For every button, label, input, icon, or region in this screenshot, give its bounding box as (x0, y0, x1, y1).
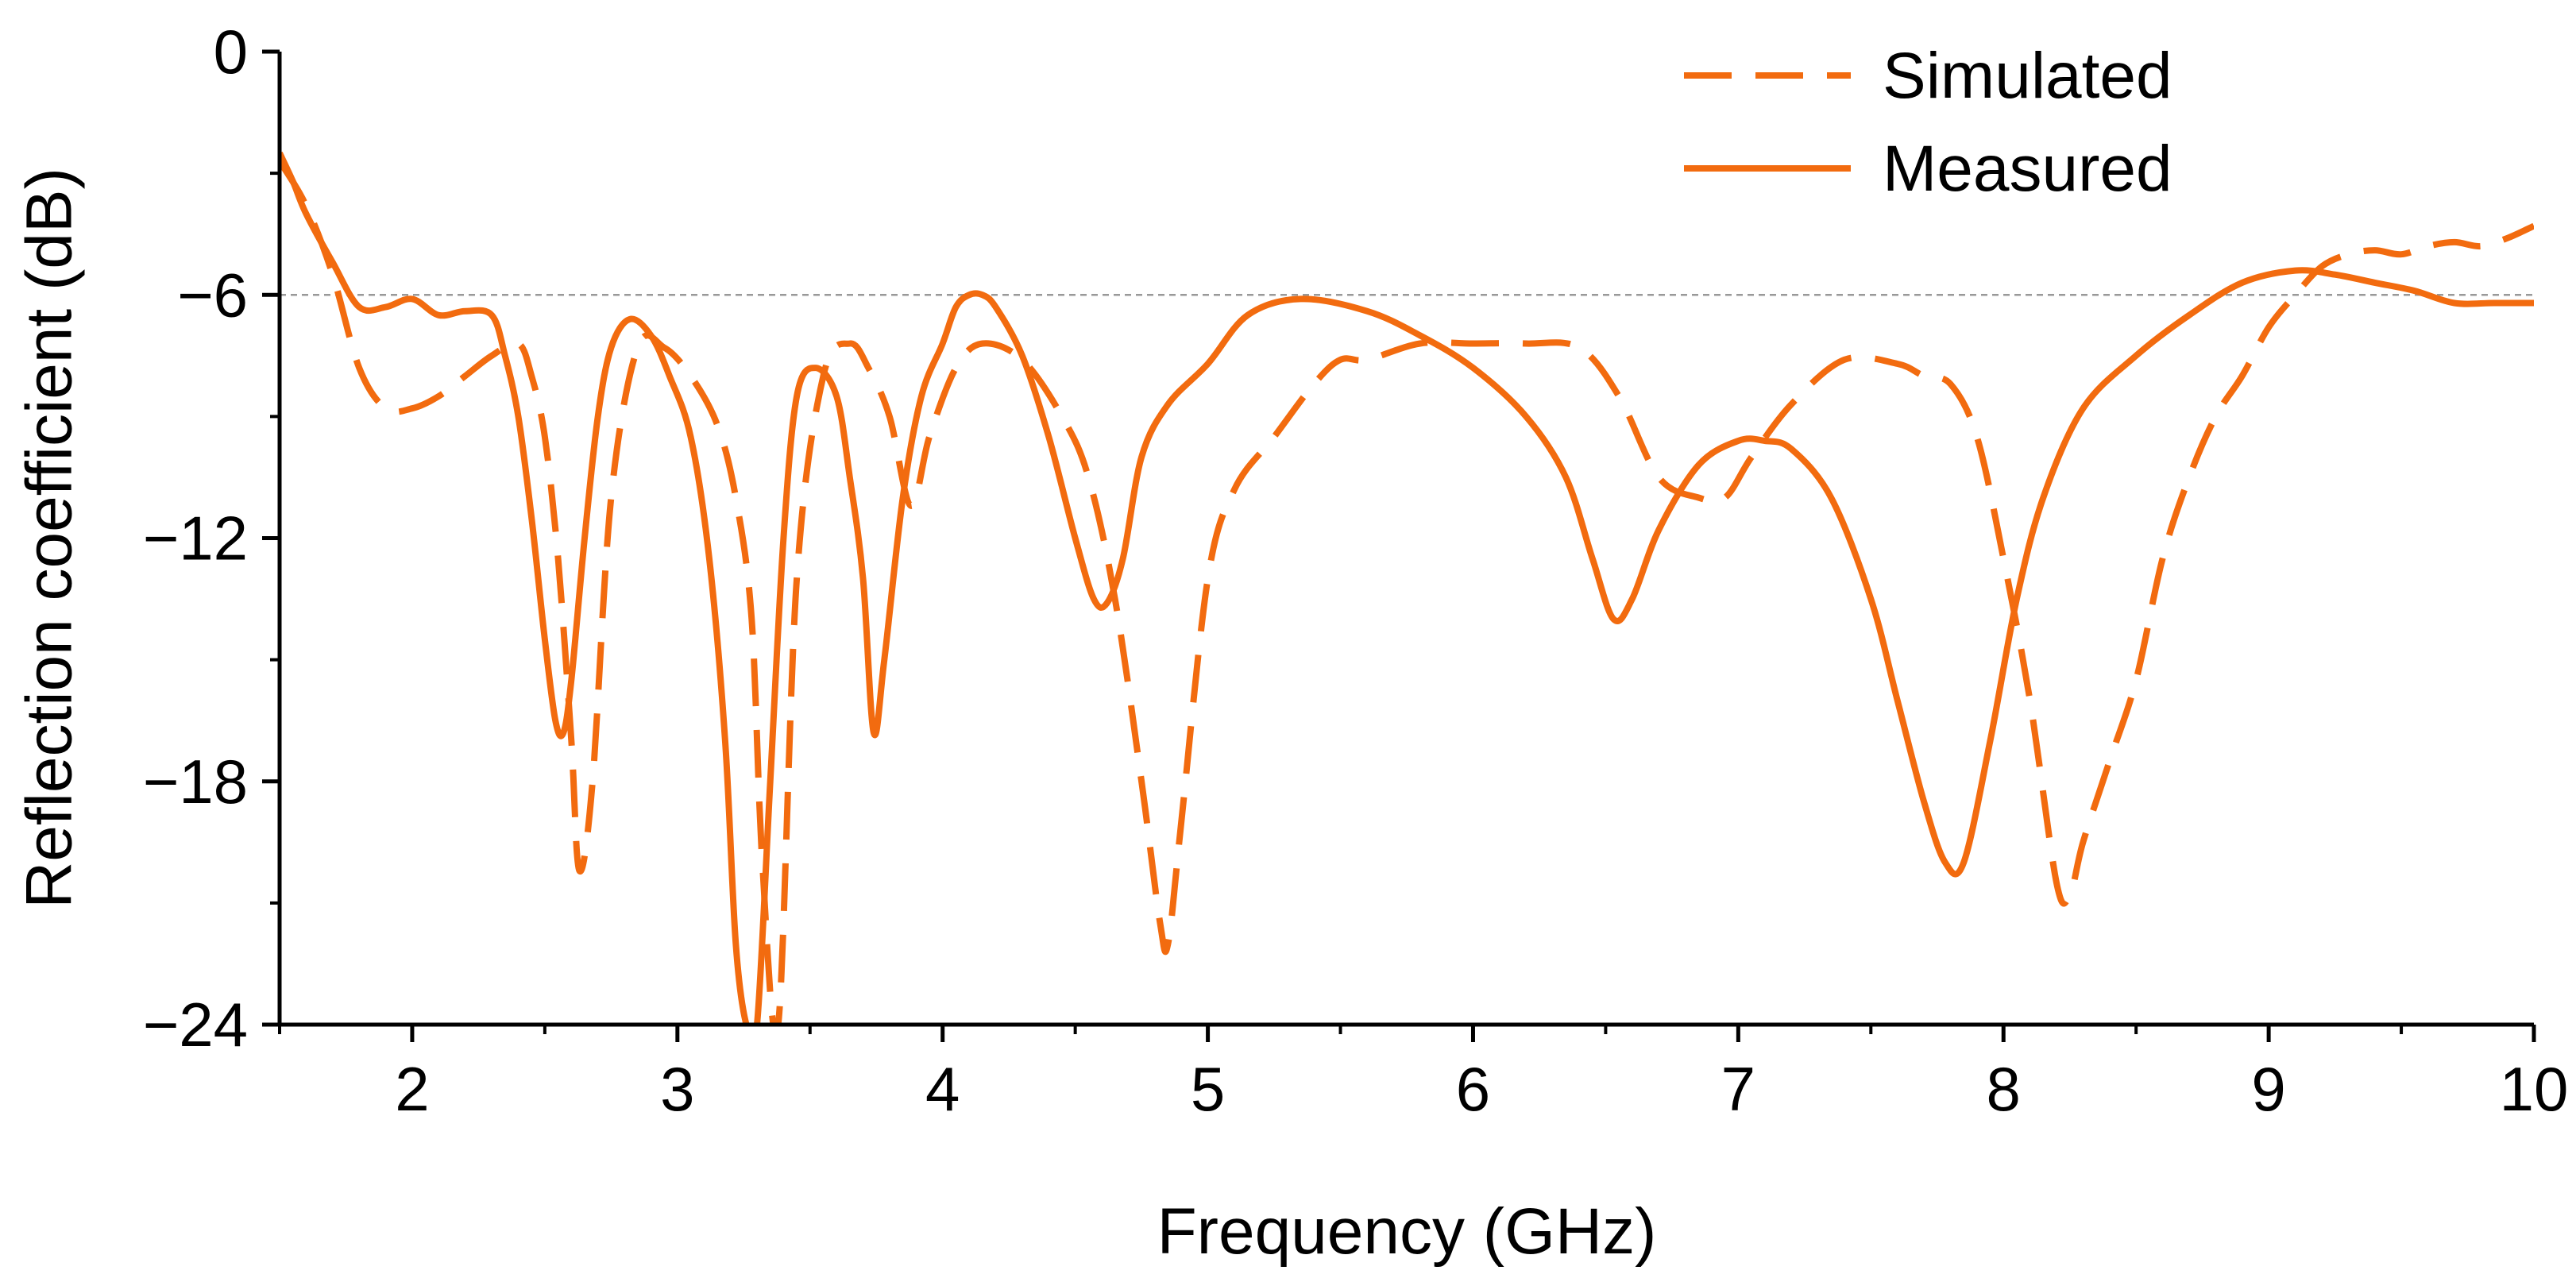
ticks-layer: 2 3 4 5 6 7 8 9 10 0 −6 −12 −18 −24 (143, 17, 2569, 1124)
x-tick-label: 4 (925, 1054, 960, 1124)
legend-label-measured: Measured (1883, 133, 2172, 205)
series-line-measured (280, 151, 2534, 1025)
y-tick-label: −12 (143, 504, 248, 573)
x-tick-label: 7 (1721, 1054, 1755, 1124)
x-tick-label: 6 (1456, 1054, 1490, 1124)
y-axis-title: Reflection coefficient (dB) (14, 168, 86, 909)
x-tick-label: 2 (395, 1054, 429, 1124)
x-tick-label: 9 (2251, 1054, 2285, 1124)
axes-layer (277, 52, 2534, 1027)
y-tick-label: −6 (177, 260, 248, 330)
legend: Simulated Measured (1684, 40, 2172, 205)
x-tick-label: 5 (1191, 1054, 1225, 1124)
y-tick-label: −24 (143, 990, 248, 1060)
x-tick-label: 8 (1987, 1054, 2021, 1124)
series-layer (280, 151, 2534, 1025)
y-tick-label: 0 (214, 17, 248, 87)
y-tick-label: −18 (143, 747, 248, 817)
x-axis-title: Frequency (GHz) (1157, 1195, 1657, 1268)
series-line-simulated (280, 159, 2534, 1025)
x-tick-label: 10 (2500, 1054, 2569, 1124)
x-tick-label: 3 (660, 1054, 694, 1124)
legend-label-simulated: Simulated (1883, 40, 2172, 112)
